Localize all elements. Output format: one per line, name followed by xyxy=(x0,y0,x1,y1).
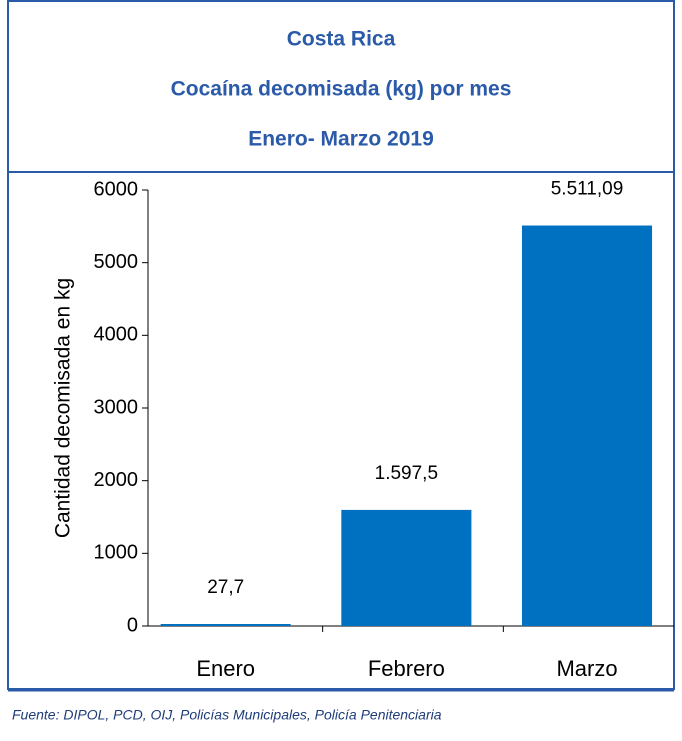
y-tick-label: 3000 xyxy=(94,396,139,418)
x-tick-label: Marzo xyxy=(556,656,617,681)
source-note: Fuente: DIPOL, PCD, OIJ, Policías Munici… xyxy=(12,707,442,723)
y-tick-label: 2000 xyxy=(94,469,139,491)
chart-title: Costa Rica xyxy=(287,28,396,51)
bar xyxy=(341,509,472,626)
y-tick-label: 1000 xyxy=(94,542,139,564)
y-tick-label: 4000 xyxy=(94,324,139,346)
chart-title: Cocaína decomisada (kg) por mes xyxy=(171,78,512,101)
bar xyxy=(160,623,291,626)
value-label: 1.597,5 xyxy=(375,463,438,484)
y-tick-label: 0 xyxy=(127,614,138,636)
value-label: 27,7 xyxy=(207,577,244,598)
x-tick-label: Enero xyxy=(196,656,255,681)
value-label: 5.511,09 xyxy=(551,179,624,200)
bar xyxy=(521,225,653,626)
y-tick-label: 5000 xyxy=(94,251,139,273)
y-tick-label: 6000 xyxy=(94,178,139,200)
y-axis-label: Cantidad decomisada en kg xyxy=(52,278,75,538)
x-tick-label: Febrero xyxy=(368,656,445,681)
chart-title: Enero- Marzo 2019 xyxy=(248,128,434,151)
